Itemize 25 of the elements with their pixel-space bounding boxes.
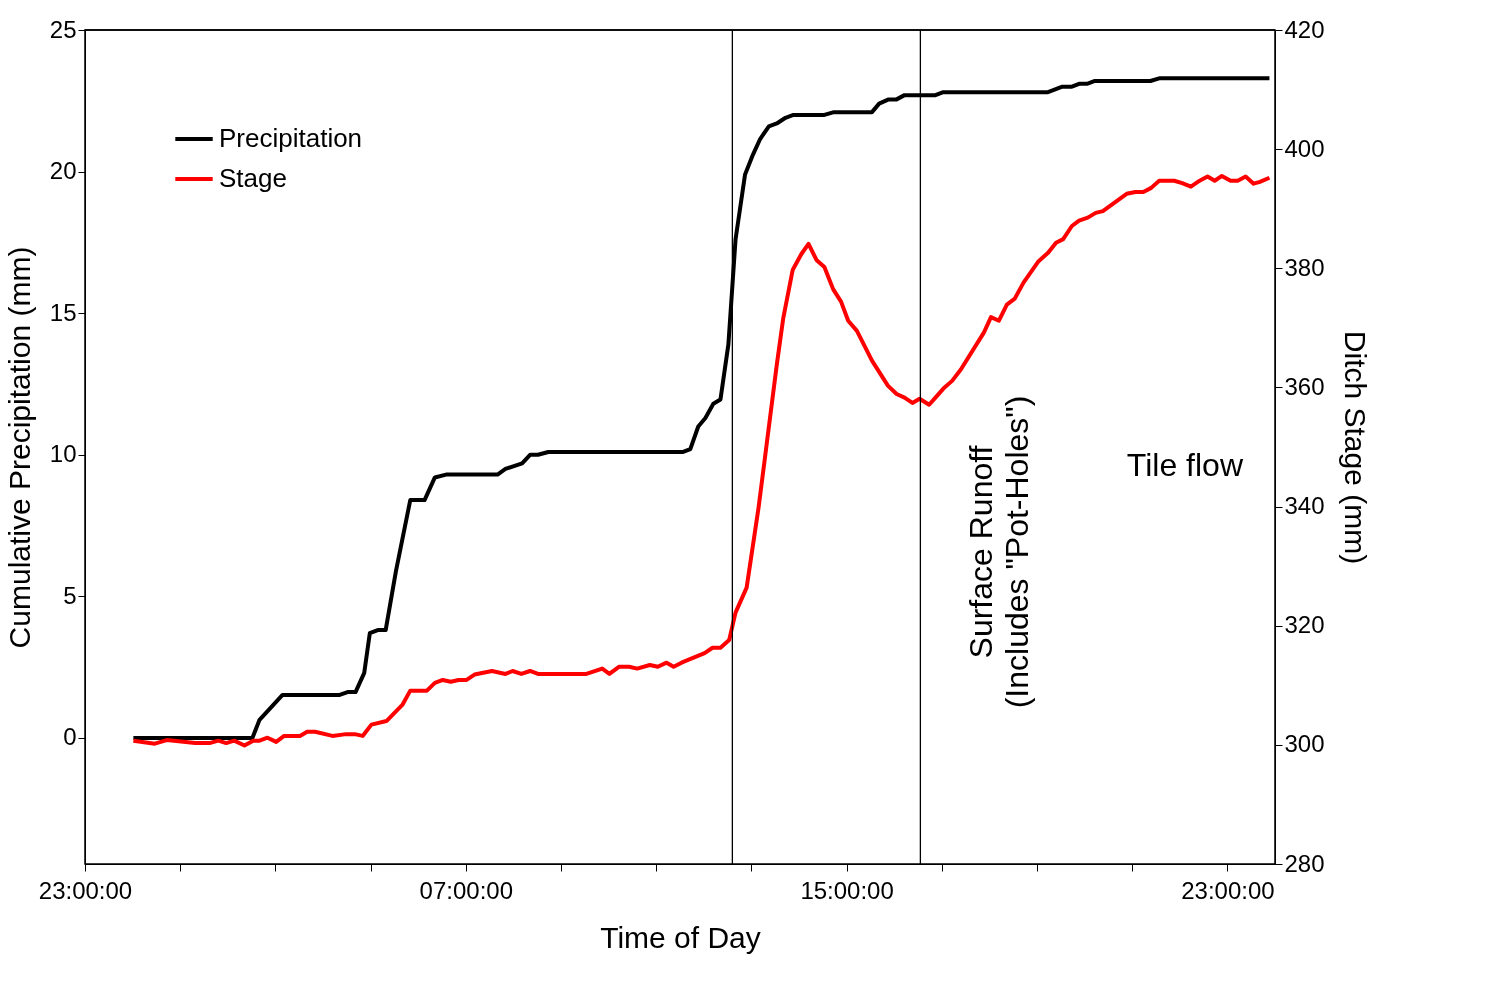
y2-axis-title: Ditch Stage (mm) xyxy=(1338,330,1372,565)
y2-tick-label: 280 xyxy=(1284,849,1325,877)
annotation: Tile flow xyxy=(1126,447,1244,483)
annotation: Surface Runoff (Includes "Pot-Holes") xyxy=(963,395,1035,709)
legend-label: Precipitation xyxy=(219,123,363,153)
x-tick-label: 07:00:00 xyxy=(419,876,514,904)
x-axis-title: Time of Day xyxy=(600,920,761,954)
y-tick-label: 15 xyxy=(49,298,77,326)
y-tick-label: 0 xyxy=(63,723,77,751)
y2-tick-label: 340 xyxy=(1284,492,1325,520)
y-tick-label: 5 xyxy=(63,581,77,609)
y2-tick-label: 400 xyxy=(1284,134,1325,162)
x-tick-label: 15:00:00 xyxy=(800,876,894,904)
y-tick-label: 20 xyxy=(49,157,77,185)
y-tick-label: 25 xyxy=(49,15,77,43)
x-tick-label: 23:00:00 xyxy=(38,876,133,904)
y2-tick-label: 360 xyxy=(1284,372,1325,400)
y2-tick-label: 320 xyxy=(1284,611,1325,639)
x-tick-label: 23:00:00 xyxy=(1181,876,1275,904)
y2-tick-label: 300 xyxy=(1284,730,1325,758)
y-axis-title: Cumulative Precipitation (mm) xyxy=(2,246,36,649)
y2-tick-label: 420 xyxy=(1284,15,1325,43)
y-tick-label: 10 xyxy=(49,440,77,468)
legend-label: Stage xyxy=(219,163,287,193)
y2-tick-label: 380 xyxy=(1284,253,1325,281)
